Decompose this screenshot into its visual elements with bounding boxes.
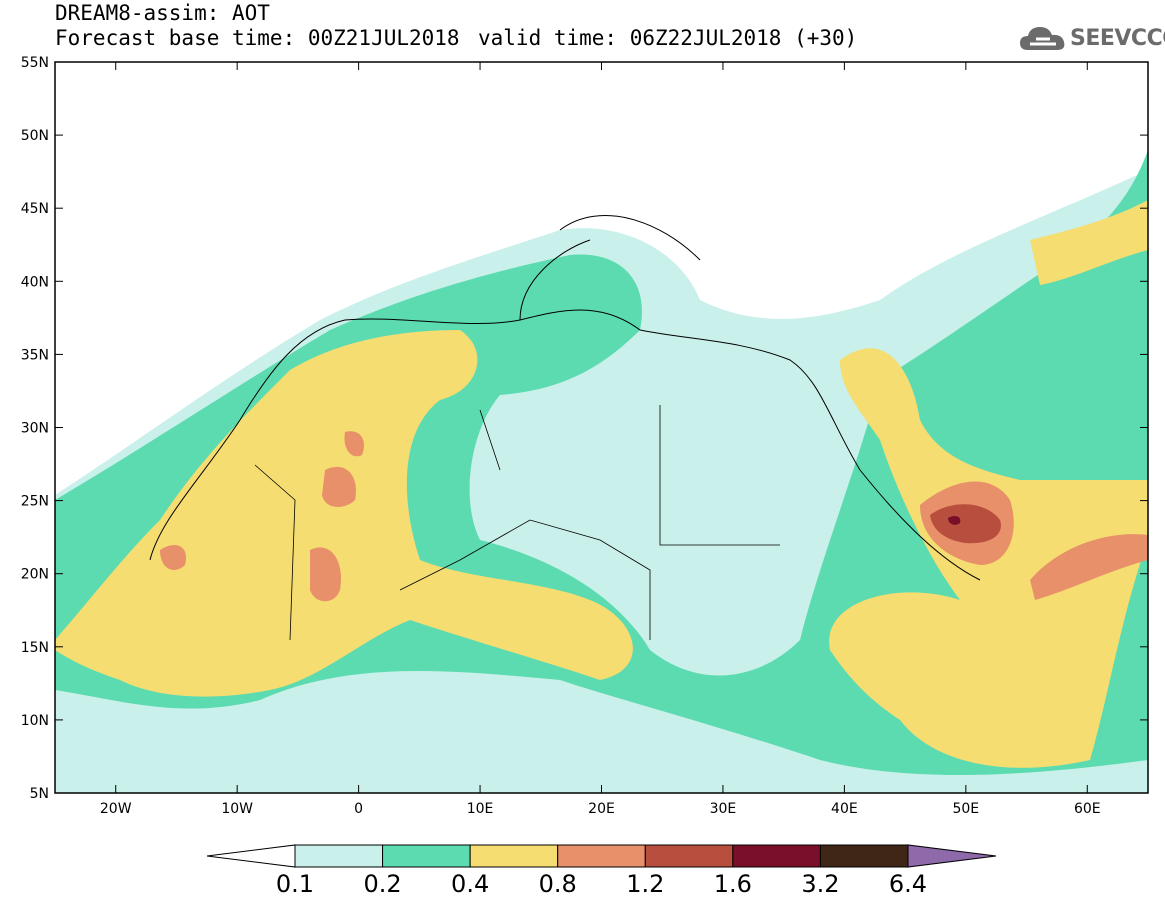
aot-band-0.4 (1030, 200, 1148, 285)
lat-tick-label: 20N (21, 567, 49, 583)
logo-text: SEEVCCC (1070, 26, 1165, 51)
aot-field (55, 62, 1148, 793)
lat-tick-label: 10N (21, 713, 49, 729)
aot-band-0.8 (310, 547, 341, 602)
aot-band-0.8 (344, 431, 365, 457)
colorbar-bin (819, 844, 909, 868)
colorbar-label: 1.2 (626, 870, 665, 898)
lat-tick-label: 15N (21, 640, 49, 656)
colorbar-label: 6.4 (888, 870, 928, 898)
colorbar-above-triangle (907, 844, 997, 868)
aot-band-1.6 (948, 515, 961, 525)
lat-tick-label: 40N (21, 274, 49, 290)
aot-band-0.8 (160, 545, 186, 570)
colorbar-label: 0.2 (363, 870, 402, 898)
colorbar-bin (382, 844, 471, 868)
lat-tick-label: 50N (21, 128, 49, 144)
seevccc-logo: SEEVCCC (1018, 22, 1165, 56)
cloud-icon (1020, 27, 1065, 50)
colorbar-bin (294, 844, 384, 868)
aot-band-1.2 (930, 504, 1001, 544)
aot-band-0.4 (55, 330, 633, 697)
colorbar-label: 3.2 (801, 870, 840, 898)
lon-tick-label: 10E (467, 801, 494, 817)
lon-tick-label: 0 (354, 801, 363, 817)
lon-tick-label: 20W (100, 801, 132, 817)
lat-tick-label: 25N (21, 494, 49, 510)
valid-time: valid time: 06Z22JUL2018 (+30) (478, 26, 858, 50)
aot-band-0.8 (322, 466, 356, 507)
colorbar-label: 0.1 (275, 870, 315, 898)
lat-tick-label: 30N (21, 421, 49, 437)
lon-tick-label: 10W (221, 801, 253, 817)
lat-tick-label: 55N (21, 55, 49, 71)
lat-tick-label: 5N (30, 786, 49, 802)
lon-tick-label: 30E (710, 801, 737, 817)
aot-colorbar (206, 844, 997, 868)
colorbar-below-triangle (206, 844, 296, 868)
lon-tick-label: 50E (952, 801, 979, 817)
lat-tick-label: 45N (21, 201, 49, 217)
lat-tick-label: 35N (21, 347, 49, 363)
colorbar-label: 0.8 (538, 870, 577, 898)
forecast-base-time: Forecast base time: 00Z21JUL2018 (55, 26, 460, 50)
border-lines (254, 405, 780, 641)
lon-tick-label: 60E (1074, 801, 1101, 817)
longitude-axis: 20W 10W 0 10E 20E 30E 40E 50E 60E (100, 62, 1101, 817)
colorbar-bin (557, 844, 646, 868)
aot-band-0.8 (1030, 534, 1148, 600)
colorbar-bin (469, 844, 559, 868)
colorbar-bin (732, 844, 821, 868)
latitude-axis: 5N 10N 15N 20N 25N 30N 35N 40N 45N 50N 55N (21, 55, 1148, 802)
colorbar-label: 1.6 (713, 870, 752, 898)
coastline (149, 215, 981, 581)
colorbar-bin (644, 844, 734, 868)
lon-tick-label: 20E (588, 801, 615, 817)
lon-tick-label: 40E (831, 801, 858, 817)
colorbar-label: 0.4 (451, 870, 490, 898)
map-title: DREAM8-assim: AOT (55, 1, 270, 25)
